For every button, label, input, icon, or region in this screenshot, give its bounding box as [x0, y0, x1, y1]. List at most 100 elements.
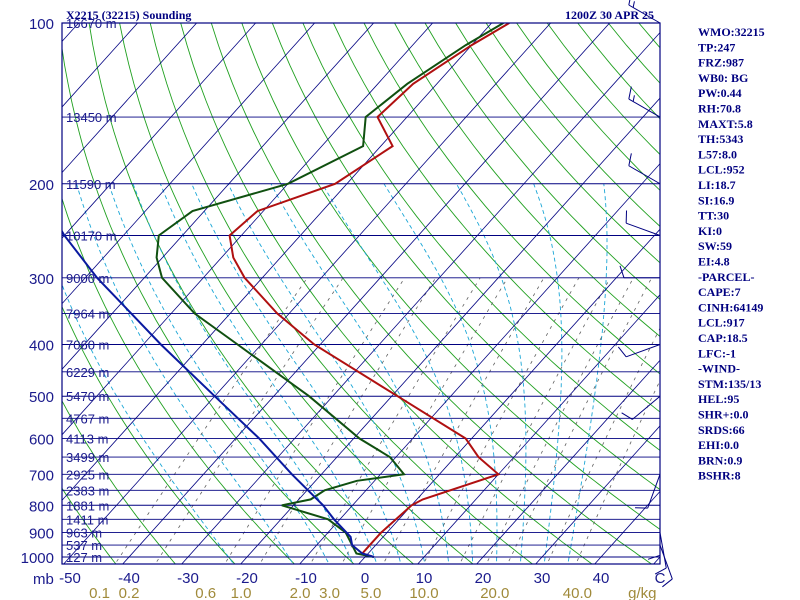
height-label: 5470 m: [66, 389, 109, 404]
wind-barb: [617, 344, 661, 358]
isotherm: [0, 0, 42, 579]
mixing-ratio-line: [507, 277, 653, 564]
index-line: SW:59: [698, 239, 732, 253]
index-line: CINH:64149: [698, 300, 763, 314]
mixing-ratio-label: 5.0: [360, 585, 381, 600]
plot-frame: [61, 22, 661, 565]
wind-barb: [628, 86, 661, 118]
mixing-ratio-line: [422, 277, 580, 564]
grid-lines: [0, 0, 660, 579]
index-line: CAP:18.5: [698, 331, 748, 345]
moist-adiabat: [108, 183, 330, 564]
mixing-ratio-label: 0.6: [195, 585, 216, 600]
temperature-tick-label: -40: [118, 570, 140, 587]
isotherm: [476, 359, 660, 564]
mixing-ratio-line: [341, 277, 508, 564]
wind-barb-staff: [628, 165, 661, 185]
index-line: -WIND-: [698, 362, 740, 376]
index-line: WB0: BG: [698, 71, 748, 85]
pressure-tick-label: 200: [29, 177, 54, 194]
dry-adiabat: [119, 23, 474, 564]
wind-barb: [628, 0, 661, 24]
pressure-tick-label: 700: [29, 467, 54, 484]
mixing-ratio-label: g/kg: [628, 585, 656, 600]
pressure-tick-label: 900: [29, 526, 54, 543]
height-label: 16670 m: [66, 16, 117, 31]
wind-barb-flag: [628, 86, 632, 100]
moist-adiabat: [383, 183, 498, 564]
moist-adiabat: [270, 183, 450, 564]
dry-adiabat: [455, 23, 660, 264]
mixing-ratio-line: [114, 277, 308, 564]
mixing-ratio-label: 10.0: [409, 585, 438, 600]
wind-barb: [619, 265, 660, 279]
isotherm: [299, 163, 660, 564]
pressure-tick-label: 300: [29, 271, 54, 288]
wind-barb-flag: [617, 346, 627, 358]
mixing-ratio-line: [382, 277, 545, 564]
index-line: TT:30: [698, 209, 729, 223]
isotherm: [535, 425, 660, 564]
isotherm: [62, 23, 139, 108]
dry-adiabat: [62, 487, 117, 564]
pressure-tick-label: 1000: [21, 550, 54, 567]
dry-adiabat: [180, 23, 593, 564]
mixing-ratio-line: [259, 277, 437, 564]
moist-adiabat: [191, 183, 402, 564]
isotherm: [62, 23, 493, 501]
mixing-ratio-line: [309, 277, 481, 564]
index-line: LCL:917: [698, 316, 745, 330]
index-line: WMO:32215: [698, 25, 765, 39]
temperature-tick-label: 20: [475, 570, 492, 587]
series-dewpoint: [155, 23, 504, 558]
mixing-ratio-label: 3.0: [319, 585, 340, 600]
index-line: L57:8.0: [698, 147, 737, 161]
dry-adiabat: [62, 45, 355, 564]
moist-adiabat: [321, 183, 474, 564]
height-label: 7060 m: [66, 338, 109, 353]
pressure-tick-label: 100: [29, 16, 54, 33]
height-label: 10170 m: [66, 228, 117, 243]
isotherm: [62, 23, 316, 305]
wind-barb: [625, 210, 661, 236]
data-series: [62, 23, 510, 558]
wind-barbs: [617, 0, 673, 588]
pressure-tick-label: 400: [29, 338, 54, 355]
wind-barb-flag: [662, 578, 673, 588]
dry-adiabat: [62, 305, 236, 564]
isotherm: [63, 23, 552, 564]
moist-adiabat: [132, 183, 354, 564]
isotherm: [358, 228, 660, 564]
index-line: FRZ:987: [698, 56, 744, 70]
mixing-ratio-label: 1.0: [231, 585, 252, 600]
isotherm: [181, 31, 660, 564]
series-temperature: [228, 23, 510, 558]
wind-barb: [635, 474, 661, 509]
mixing-ratio-line: [485, 277, 634, 564]
temperature-tick-label: 10: [416, 570, 433, 587]
series-parcel: [62, 229, 375, 558]
index-line: -PARCEL-: [698, 270, 754, 284]
temperature-tick-label: 30: [534, 570, 551, 587]
height-label: 1881 m: [66, 498, 109, 513]
isotherm: [122, 23, 611, 564]
mixing-ratio-line: [154, 277, 344, 564]
dry-adiabat: [62, 400, 176, 564]
index-line: PW:0.44: [698, 86, 742, 100]
height-label: 1411 m: [66, 512, 108, 527]
index-line: STM:135/13: [698, 377, 761, 391]
moist-adiabat: [159, 183, 378, 564]
wind-barb-staff: [628, 98, 661, 118]
wind-barb-staff: [632, 395, 661, 420]
pressure-unit-label: mb: [33, 571, 54, 588]
pressure-tick-label: 600: [29, 432, 54, 449]
dry-adiabat: [149, 23, 534, 564]
index-line: KI:0: [698, 224, 722, 238]
wind-barb-staff: [626, 222, 661, 236]
isotherm: [62, 23, 257, 239]
dry-adiabat: [363, 23, 660, 375]
height-label: 127 m: [66, 550, 102, 565]
chart-title: X2215 (32215) Sounding: [66, 8, 191, 22]
